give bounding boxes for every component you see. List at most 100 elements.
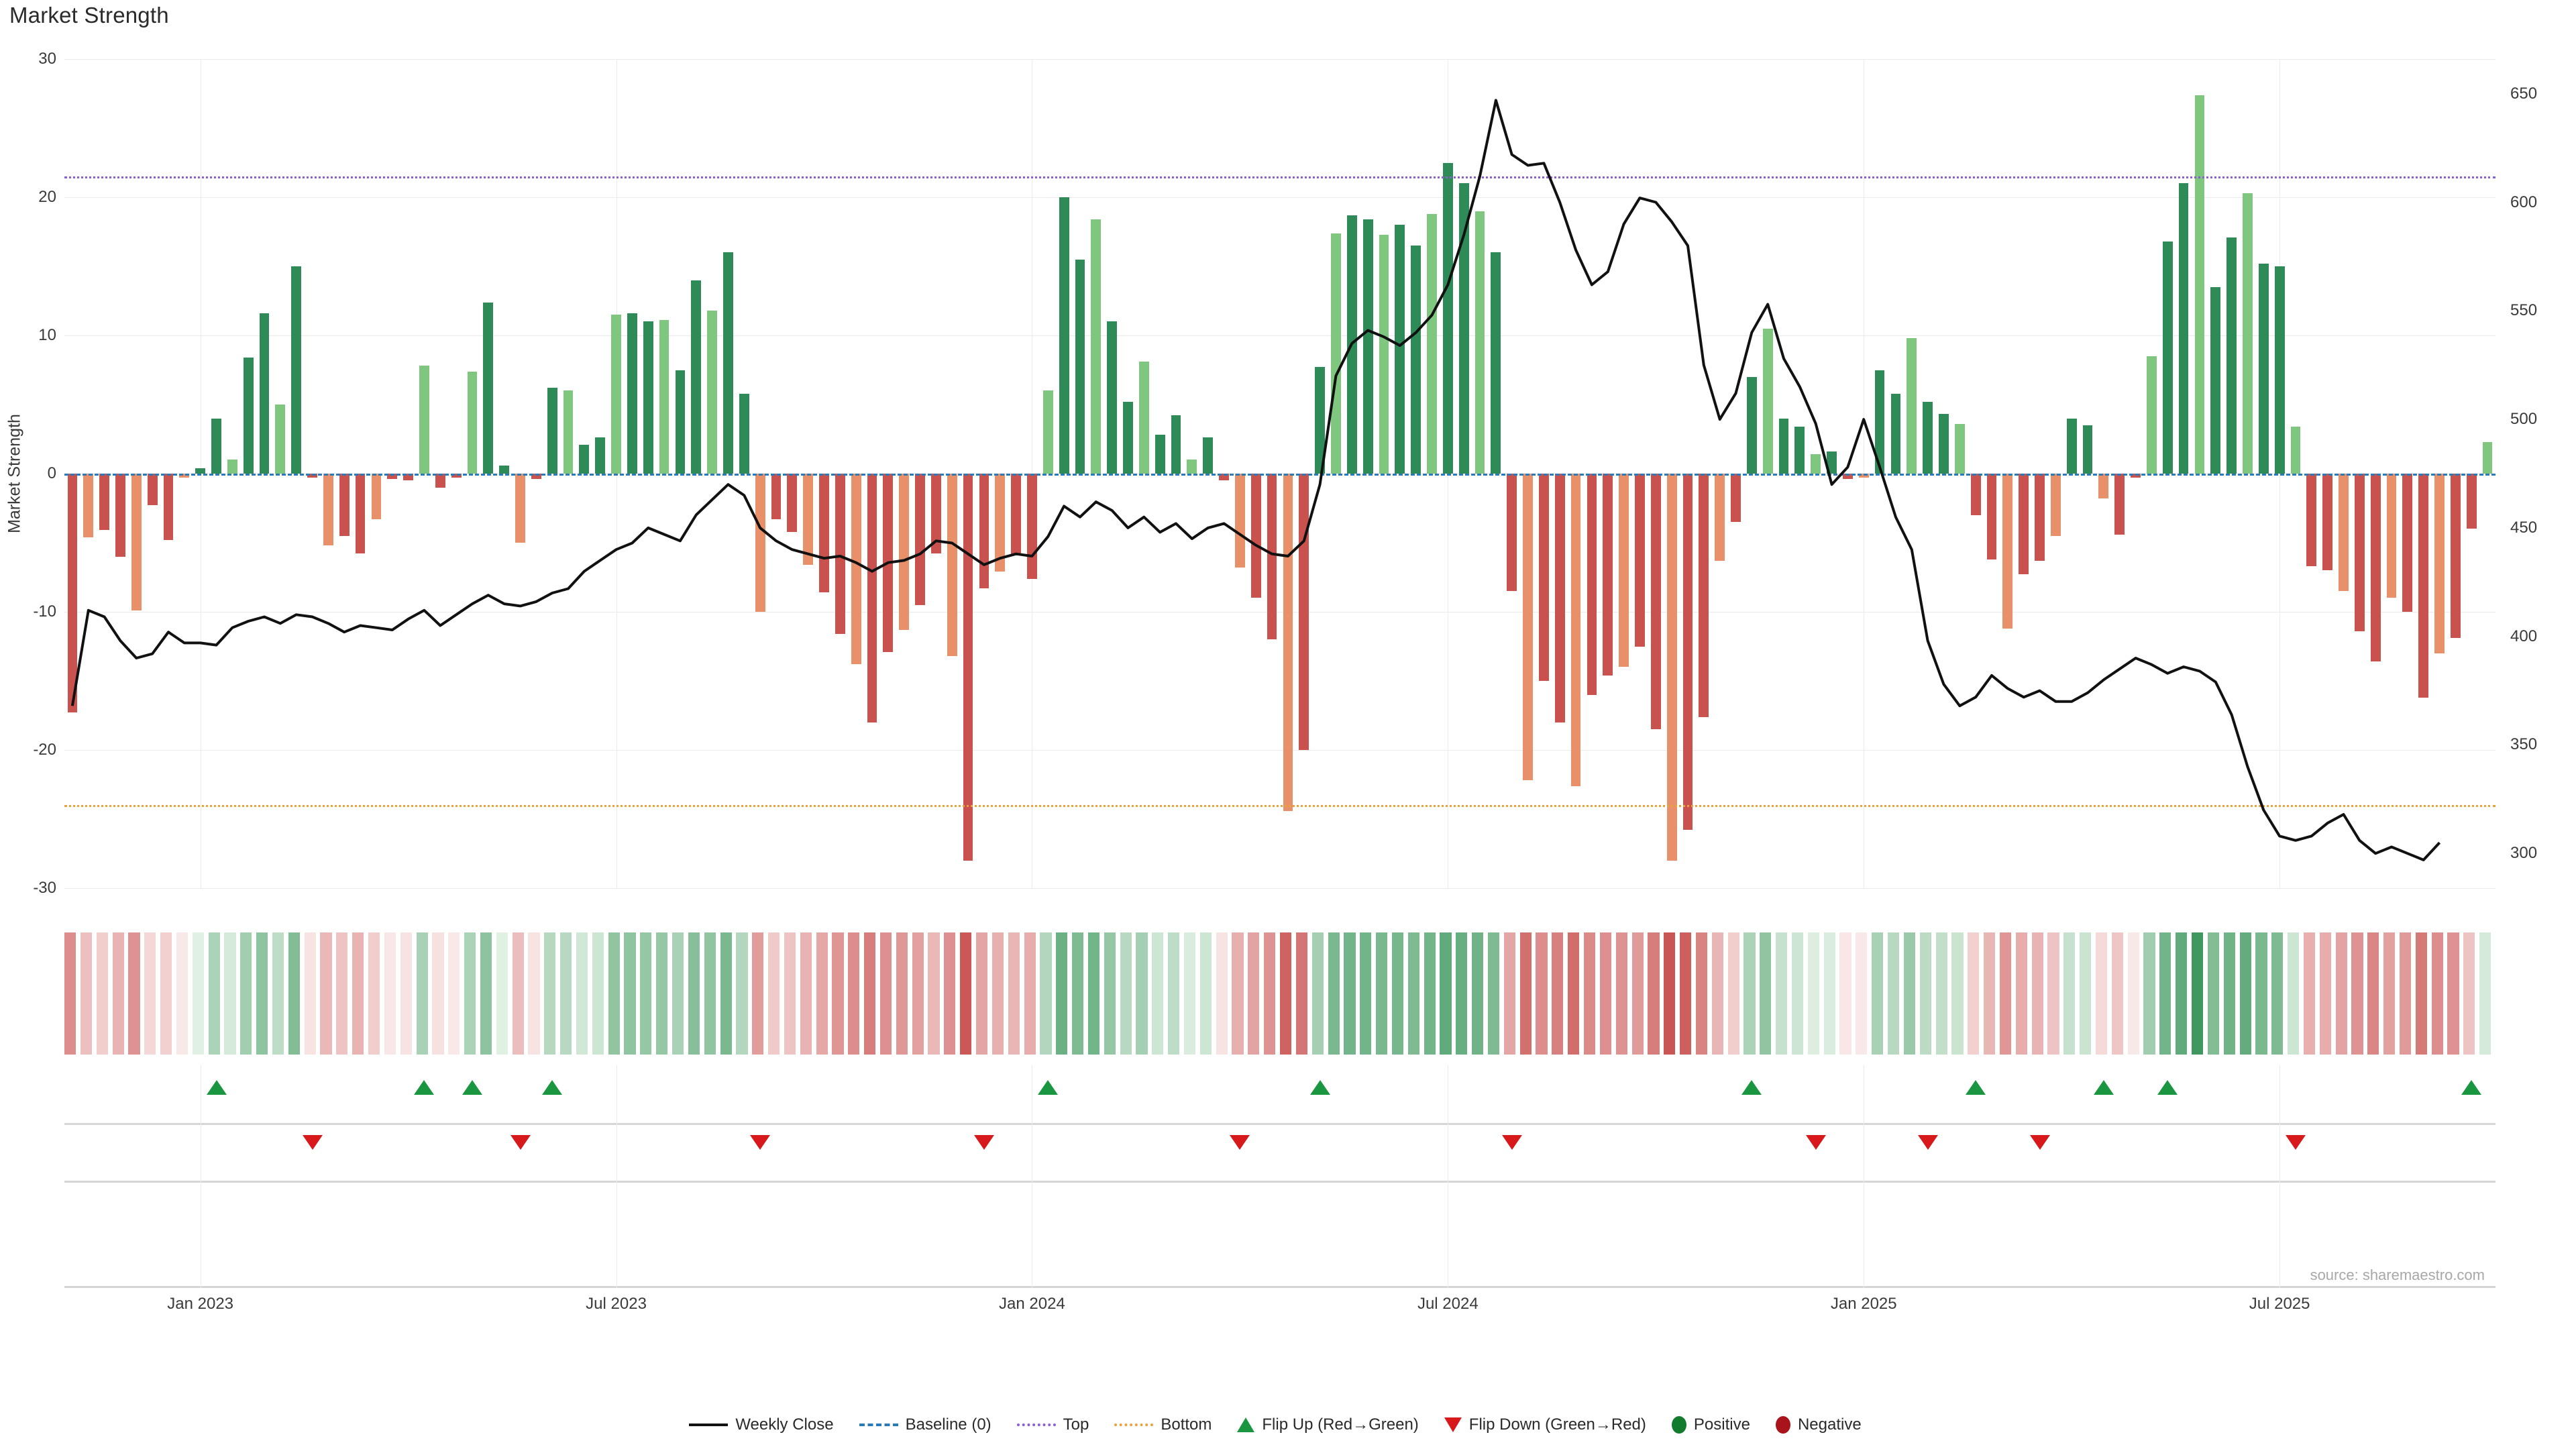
heatmap-cell bbox=[2447, 932, 2459, 1055]
weekly-close-line-layer bbox=[70, 99, 2441, 861]
legend-item[interactable]: Top bbox=[1016, 1415, 1089, 1434]
heatmap-cell bbox=[160, 932, 172, 1055]
heatmap-cell bbox=[1680, 932, 1692, 1055]
bar-negative bbox=[2019, 474, 2029, 575]
bar-positive bbox=[1827, 451, 1837, 474]
legend-item-label: Weekly Close bbox=[735, 1415, 834, 1434]
bar-positive bbox=[579, 444, 590, 474]
flip-down-marker bbox=[750, 1135, 771, 1150]
heatmap-cell bbox=[960, 932, 972, 1055]
heatmap-cell bbox=[1120, 932, 1132, 1055]
heatmap-cell bbox=[672, 932, 684, 1055]
heatmap-cell bbox=[688, 932, 700, 1055]
legend-item[interactable]: Weekly Close bbox=[689, 1415, 834, 1434]
bar-positive bbox=[1155, 435, 1165, 474]
bar-positive bbox=[259, 313, 270, 474]
legend-item-label: Baseline (0) bbox=[905, 1415, 991, 1434]
bar-negative bbox=[2098, 474, 2109, 499]
heatmap-cell bbox=[1872, 932, 1884, 1055]
flip-up-marker bbox=[1309, 1080, 1330, 1095]
bar-positive bbox=[707, 310, 717, 474]
legend-item[interactable]: Flip Up (Red→Green) bbox=[1237, 1415, 1419, 1434]
bar-positive bbox=[563, 390, 574, 474]
y-tick-label-left: 20 bbox=[38, 188, 56, 206]
bar-negative bbox=[1219, 474, 1229, 481]
heatmap-cell bbox=[2192, 932, 2204, 1055]
bar-negative bbox=[403, 474, 413, 481]
solid-line-icon bbox=[689, 1424, 729, 1426]
bar-positive bbox=[1187, 460, 1197, 474]
bar-negative bbox=[899, 474, 910, 630]
heatmap-cell bbox=[128, 932, 140, 1055]
bar-negative bbox=[99, 474, 109, 531]
bar-negative bbox=[2434, 474, 2445, 653]
bar-negative bbox=[771, 474, 782, 519]
heatmap-cell bbox=[1919, 932, 1931, 1055]
heatmap-cell bbox=[560, 932, 572, 1055]
bar-positive bbox=[691, 280, 702, 474]
bar-positive bbox=[243, 357, 254, 474]
bar-negative bbox=[1554, 474, 1565, 722]
legend-item-label: Negative bbox=[1797, 1415, 1862, 1434]
heatmap-cell bbox=[2095, 932, 2108, 1055]
bar-positive bbox=[211, 418, 221, 474]
heatmap-cell bbox=[592, 932, 604, 1055]
bar-positive bbox=[2482, 441, 2493, 474]
legend-item[interactable]: Flip Down (Green→Red) bbox=[1444, 1415, 1646, 1434]
bar-negative bbox=[1267, 474, 1277, 640]
legend-item[interactable]: Negative bbox=[1775, 1415, 1862, 1434]
bar-positive bbox=[1315, 367, 1325, 474]
bar-negative bbox=[1235, 474, 1245, 568]
flip-down-marker bbox=[2029, 1135, 2050, 1150]
gridline-horizontal bbox=[64, 750, 2496, 751]
heatmap-cell bbox=[1311, 932, 1324, 1055]
bar-negative bbox=[323, 474, 333, 546]
y-tick-label-left: 30 bbox=[38, 50, 56, 68]
heatmap-cell bbox=[1168, 932, 1180, 1055]
heatmap-cell bbox=[2111, 932, 2123, 1055]
x-tick-label: Jan 2024 bbox=[999, 1295, 1065, 1313]
bar-negative bbox=[915, 474, 925, 605]
heatmap-cell bbox=[1536, 932, 1548, 1055]
x-tick-label: Jul 2023 bbox=[586, 1295, 647, 1313]
dotted-line-icon bbox=[1114, 1424, 1154, 1426]
bar-negative bbox=[2002, 474, 2013, 629]
heatmap-cell bbox=[2063, 932, 2076, 1055]
bar-positive bbox=[611, 315, 621, 474]
heatmap-cell bbox=[991, 932, 1004, 1055]
bar-positive bbox=[291, 266, 302, 474]
bar-negative bbox=[2322, 474, 2333, 571]
bar-positive bbox=[1091, 219, 1102, 474]
heatmap-cell bbox=[848, 932, 860, 1055]
gridline-horizontal bbox=[64, 335, 2496, 336]
heatmap-cell bbox=[2031, 932, 2043, 1055]
legend-item[interactable]: Positive bbox=[1671, 1415, 1750, 1434]
bar-positive bbox=[1874, 370, 1885, 474]
bar-negative bbox=[2370, 474, 2381, 662]
heatmap-cell bbox=[1472, 932, 1484, 1055]
legend-item[interactable]: Baseline (0) bbox=[859, 1415, 991, 1434]
bar-positive bbox=[2178, 183, 2189, 474]
flip-up-marker bbox=[2157, 1080, 2178, 1095]
flip-down-marker bbox=[1501, 1135, 1522, 1150]
bar-negative bbox=[1682, 474, 1693, 830]
main-chart-panel: Market Strength Weekly Close Price 30201… bbox=[5, 50, 2538, 897]
bar-negative bbox=[115, 474, 125, 557]
page-title: Market Strength bbox=[9, 3, 169, 28]
strength-heatmap-strip bbox=[64, 932, 2496, 1055]
flip-up-marker bbox=[414, 1080, 435, 1095]
bar-negative bbox=[83, 474, 94, 537]
chart-legend: Weekly Close Baseline (0) Top Bottom Flip Up… bbox=[0, 1415, 2576, 1434]
heatmap-cell bbox=[1328, 932, 1340, 1055]
bar-positive bbox=[723, 252, 733, 474]
reference-line-top bbox=[64, 176, 2496, 179]
bar-negative bbox=[2402, 474, 2413, 612]
bar-positive bbox=[1442, 162, 1453, 474]
bar-negative bbox=[931, 474, 941, 554]
bar-positive bbox=[675, 370, 686, 474]
y-tick-label-right: 500 bbox=[2510, 410, 2538, 429]
bar-positive bbox=[1123, 401, 1133, 474]
heatmap-cell bbox=[1487, 932, 1500, 1055]
legend-item[interactable]: Bottom bbox=[1114, 1415, 1212, 1434]
heatmap-cell bbox=[224, 932, 236, 1055]
